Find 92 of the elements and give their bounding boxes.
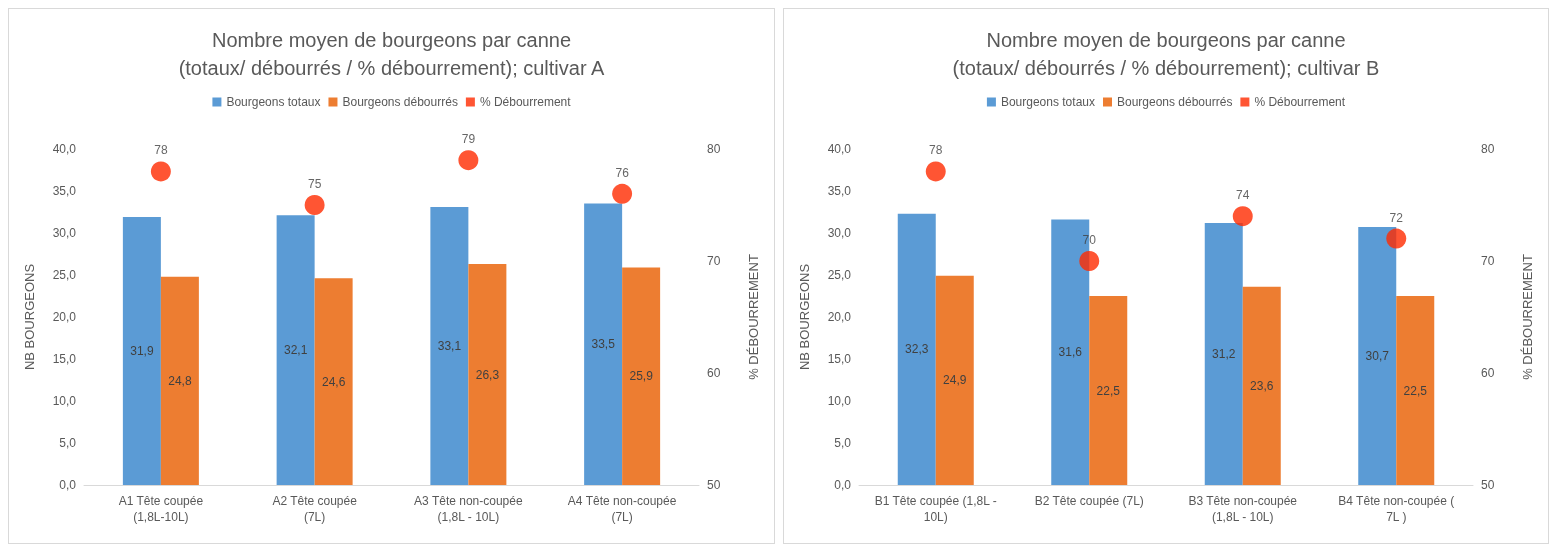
bar	[1242, 286, 1281, 485]
x-tick-label: B4 Tête non-coupée ( 7L )	[1338, 494, 1455, 524]
y-axis-title: NB BOURGEONS	[22, 263, 37, 371]
bar	[276, 215, 315, 485]
point	[612, 183, 633, 204]
legend-label: % Débourrement	[1254, 95, 1346, 109]
data-label: 33,5	[591, 337, 616, 352]
y2-tick-label: 60	[1481, 366, 1495, 380]
y2-tick-label: 50	[707, 478, 721, 492]
bar	[160, 276, 199, 485]
bar	[1396, 296, 1435, 485]
data-label: 23,6	[1250, 378, 1274, 393]
y-tick-label: 5,0	[59, 436, 77, 450]
chart-title: Nombre moyen de bourgeons par canne (totaux/ débourrés / % débourrement); cultivar B	[952, 29, 1380, 79]
data-label: 74	[1236, 188, 1250, 203]
x-tick-label: A3 Tête non-coupée (1,8L - 10L)	[414, 494, 523, 524]
y-tick-label: 0,0	[834, 478, 852, 492]
data-label: 78	[929, 143, 943, 158]
y2-axis-title: % DÉBOURREMENT	[1520, 254, 1535, 380]
x-tick-label: A1 Tête coupée (1,8L-10L)	[118, 494, 204, 524]
bar	[122, 217, 161, 485]
y-tick-label: 25,0	[827, 268, 852, 282]
y-tick-label: 10,0	[827, 394, 852, 408]
bar	[1089, 296, 1128, 485]
legend-label: Bourgeons débourrés	[342, 95, 458, 109]
x-tick-label: A4 Tête non-coupée (7L)	[567, 494, 677, 524]
legend-label: Bourgeons totaux	[1000, 95, 1095, 109]
bar	[1358, 227, 1397, 485]
y-tick-label: 40,0	[827, 142, 852, 156]
x-tick-label: A2 Tête coupée (7L)	[272, 494, 358, 524]
point	[304, 195, 325, 215]
bar	[468, 264, 507, 485]
data-label: 33,1	[437, 338, 462, 353]
legend-label: % Débourrement	[479, 95, 572, 109]
data-label: 32,1	[283, 343, 308, 358]
y2-tick-label: 80	[707, 142, 721, 156]
point	[458, 150, 479, 171]
data-label: 78	[154, 143, 168, 158]
point	[1232, 206, 1253, 227]
y-tick-label: 25,0	[52, 268, 77, 282]
data-label: 30,7	[1365, 349, 1390, 364]
data-label: 31,9	[130, 344, 154, 359]
bar	[935, 275, 974, 485]
data-label: 24,8	[168, 373, 192, 388]
x-tick-label: B1 Tête coupée (1,8L - 10L)	[874, 494, 997, 524]
bar	[1204, 222, 1243, 485]
y2-tick-label: 70	[707, 254, 721, 268]
y-tick-label: 5,0	[834, 436, 852, 450]
y2-tick-label: 80	[1481, 142, 1495, 156]
y-tick-label: 40,0	[52, 142, 77, 156]
data-label: 24,6	[321, 374, 346, 389]
bar	[430, 206, 469, 485]
y-tick-label: 30,0	[52, 226, 77, 240]
data-label: 79	[461, 132, 476, 147]
data-label: 75	[307, 177, 322, 191]
y2-axis-title: % DÉBOURREMENT	[746, 254, 761, 380]
legend-label: Bourgeons totaux	[226, 95, 321, 109]
data-label: 76	[615, 165, 630, 180]
bar	[314, 278, 353, 485]
data-label: 22,5	[1096, 383, 1121, 398]
data-label: 24,9	[943, 373, 967, 388]
y2-tick-label: 60	[707, 366, 721, 380]
bar	[622, 267, 661, 485]
x-tick-label: B2 Tête coupée (7L)	[1034, 494, 1144, 508]
y-tick-label: 35,0	[827, 184, 852, 198]
y-tick-label: 15,0	[52, 352, 77, 366]
y-tick-label: 20,0	[827, 310, 852, 324]
y-tick-label: 15,0	[827, 352, 852, 366]
bar	[897, 213, 936, 485]
data-label: 25,9	[629, 369, 654, 384]
point	[925, 161, 946, 182]
data-label: 31,6	[1058, 345, 1083, 360]
y-tick-label: 35,0	[52, 184, 77, 198]
y-tick-label: 0,0	[59, 478, 77, 492]
point	[1079, 251, 1100, 271]
bar	[584, 203, 623, 485]
data-label: 22,5	[1403, 383, 1428, 398]
y-tick-label: 30,0	[827, 226, 852, 240]
data-label: 32,3	[905, 342, 929, 357]
data-label: 31,2	[1212, 346, 1236, 361]
y-axis-title: NB BOURGEONS	[797, 263, 812, 371]
point	[1386, 228, 1407, 249]
legend-label: Bourgeons débourrés	[1116, 95, 1233, 109]
data-label: 72	[1389, 210, 1404, 225]
y2-tick-label: 50	[1481, 478, 1495, 492]
chart-title: Nombre moyen de bourgeons par canne (totaux/ débourrés / % débourrement); cultivar A	[178, 29, 606, 79]
y-tick-label: 10,0	[52, 394, 77, 408]
point	[150, 161, 171, 182]
data-label: 26,3	[475, 367, 500, 382]
y-tick-label: 20,0	[52, 310, 77, 324]
y2-tick-label: 70	[1481, 254, 1495, 268]
x-tick-label: B3 Tête non-coupée (1,8L - 10L)	[1188, 494, 1298, 524]
